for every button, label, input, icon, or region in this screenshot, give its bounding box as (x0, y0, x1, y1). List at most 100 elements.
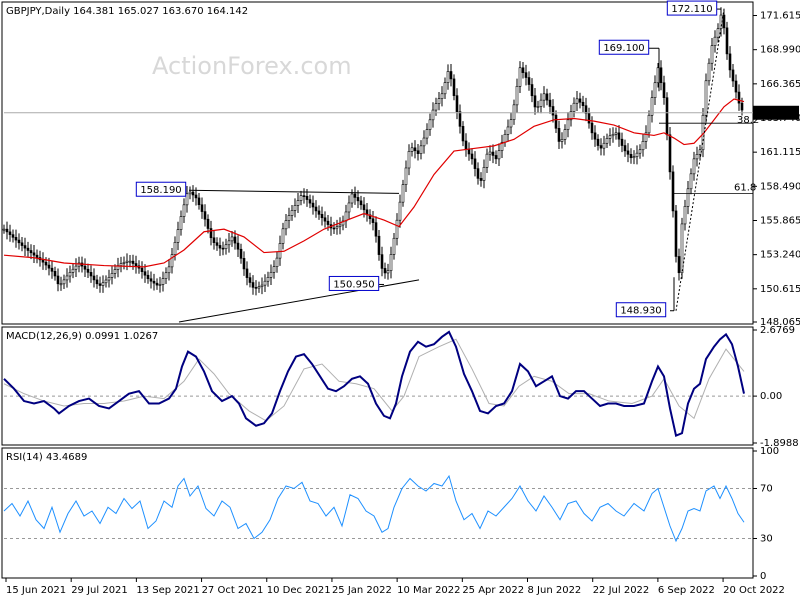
candle-body (404, 167, 408, 185)
x-tick-label: 10 Dec 2021 (267, 585, 331, 596)
candle-body (146, 274, 150, 280)
label-150950: 150.950 (333, 279, 374, 290)
candle-body (83, 265, 87, 270)
rsi-y-label: 70 (760, 484, 773, 495)
candle-body (677, 256, 681, 274)
candle-body (113, 269, 117, 274)
candle-body (290, 210, 294, 216)
candle-body (44, 261, 48, 266)
candle-body (335, 226, 339, 229)
label-158190: 158.190 (140, 185, 181, 196)
candle-body (260, 284, 264, 287)
candle-body (560, 139, 564, 142)
candle-body (626, 150, 630, 155)
candle-body (164, 272, 168, 279)
candle-body (590, 122, 594, 134)
candle-body (5, 228, 9, 233)
candle-body (620, 138, 624, 146)
x-tick-label: 13 Sep 2021 (136, 585, 199, 596)
candle-body (650, 97, 654, 116)
last-price-text: 164.142 (758, 109, 799, 120)
watermark: ActionForex.com (152, 52, 352, 80)
macd-panel (1, 326, 754, 446)
candle-body (350, 193, 354, 204)
candle-body (278, 243, 282, 259)
candle-body (599, 145, 603, 149)
candle-body (341, 220, 345, 226)
candle-body (224, 244, 228, 249)
candle-body (401, 184, 405, 203)
candle-body (392, 237, 396, 255)
candle-body (239, 248, 243, 259)
candle-body (635, 152, 639, 157)
candle-body (662, 82, 666, 99)
candle-body (122, 262, 126, 264)
candle-body (497, 150, 501, 160)
candle-body (443, 82, 447, 95)
candle-body (419, 145, 423, 154)
candle-body (740, 102, 744, 111)
candle-body (551, 106, 555, 116)
price-y-label: 171.615 (760, 11, 800, 22)
candle-body (638, 149, 642, 154)
candle-body (149, 278, 153, 282)
candle-body (185, 193, 189, 206)
candle-body (494, 155, 498, 160)
candle-body (194, 194, 198, 199)
rsi-panel (1, 447, 754, 579)
macd-main-line (3, 330, 745, 437)
candle-body (323, 217, 327, 222)
rsi-y-axis: 100 70 30 0 (753, 446, 779, 582)
label-148930-box (615, 302, 667, 318)
candle-body (539, 99, 543, 107)
candle-body (557, 127, 561, 142)
candle-body (338, 224, 342, 227)
candle-body (362, 204, 366, 211)
rsi-y-label: 30 (760, 534, 773, 545)
candle-body (641, 140, 645, 151)
candle-body (152, 280, 156, 284)
candle-body (128, 260, 132, 263)
candle-body (644, 132, 648, 142)
label-148930: 148.930 (620, 306, 661, 317)
candle-body (311, 202, 315, 208)
x-tick-label: 25 Apr 2022 (462, 585, 524, 596)
label-169100-box (598, 39, 650, 55)
candle-body (665, 97, 669, 136)
candle-body (605, 138, 609, 144)
candle-body (629, 154, 633, 159)
candle-body (275, 257, 279, 267)
candle-body (314, 206, 318, 212)
candle-body (569, 111, 573, 121)
candle-body (455, 95, 459, 112)
candle-body (389, 254, 393, 271)
candle-body (713, 36, 717, 46)
candle-body (464, 140, 468, 150)
candle-body (215, 242, 219, 246)
candle-body (563, 129, 567, 140)
ma-line (3, 98, 745, 268)
candle-body (23, 245, 27, 249)
candle-body (158, 284, 162, 286)
candle-body (500, 141, 504, 151)
candle-body (332, 227, 336, 230)
candle-body (236, 242, 240, 250)
candle-body (533, 95, 537, 108)
candle-body (737, 91, 741, 104)
candle-body (302, 195, 306, 197)
macd-lines (3, 330, 753, 437)
candle-body (581, 101, 585, 106)
candle-body (251, 282, 255, 288)
candle-body (704, 80, 708, 116)
candle-body (680, 223, 684, 274)
candle-body (722, 14, 726, 29)
x-tick-label: 29 Jul 2021 (71, 585, 128, 596)
candle-body (545, 93, 549, 101)
x-axis: 15 Jun 2021 29 Jul 2021 13 Sep 2021 27 Oct … (5, 578, 785, 596)
candle-body (614, 132, 618, 135)
price-header-text: GBPJPY,Daily 164.381 165.027 163.670 164… (6, 6, 248, 17)
candle-body (695, 154, 699, 160)
candle-body (74, 265, 78, 270)
candle-body (131, 260, 135, 264)
